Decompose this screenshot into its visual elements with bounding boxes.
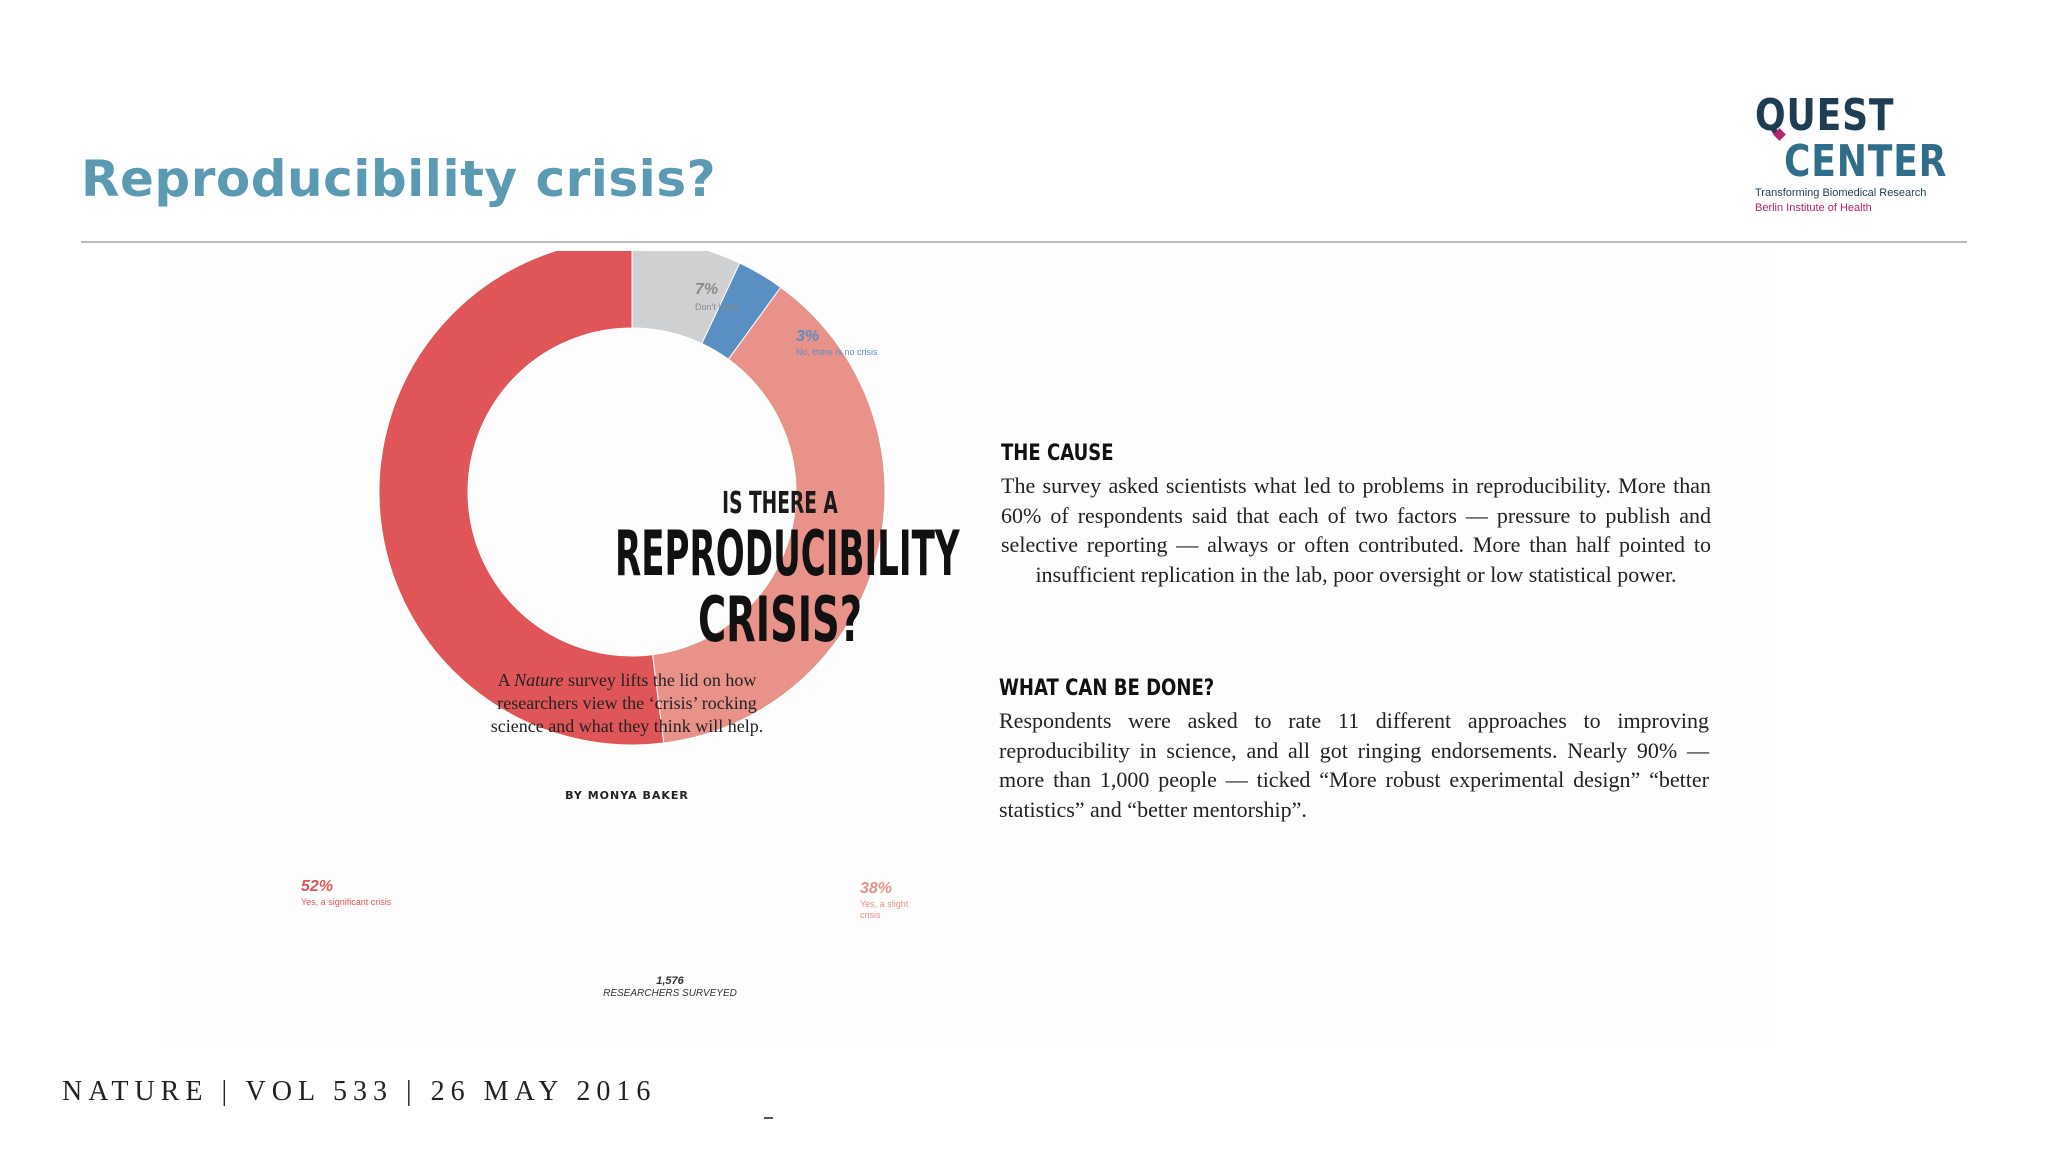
donut-slice-slight-crisis (651, 286, 886, 744)
remedy-body: Respondents were asked to rate 11 differ… (999, 708, 1709, 822)
headline-kicker: IS THERE A (722, 486, 838, 521)
journal-citation: NATURE | VOL 533 | 26 MAY 2016 (62, 1076, 657, 1107)
footer-mark (764, 1117, 773, 1119)
slice-label-pct-slight: 38% (860, 880, 893, 897)
slice-label-pct-no-crisis: 3% (796, 328, 820, 345)
slice-label-no-crisis: No, there is no crisis (796, 347, 878, 357)
survey-donut-chart (378, 251, 886, 746)
logo-tagline: Transforming Biomedical Research (1755, 187, 1927, 199)
respondent-count: 1,576 (656, 975, 684, 987)
slide-title: Reproducibility crisis? (81, 150, 717, 208)
slice-label-pct-significant: 52% (301, 878, 334, 895)
slice-label-pct-dont-know: 7% (695, 281, 719, 298)
logo-institute: Berlin Institute of Health (1755, 202, 1872, 214)
headline-line-1: REPRODUCIBILITY (615, 517, 960, 590)
remedy-heading: WHAT CAN BE DONE? (999, 676, 1215, 701)
title-divider (81, 241, 1967, 243)
cause-body: The survey asked scientists what led to … (1001, 473, 1711, 587)
article-dek: A Nature survey lifts the lid on how res… (490, 670, 764, 736)
quest-center-logo: QUEST CENTER Transforming Biomedical Res… (1750, 88, 1980, 223)
magazine-page: IS THERE A REPRODUCIBILITY CRISIS? A Nat… (160, 251, 1770, 1046)
donut-slice-significant-crisis (378, 251, 665, 746)
journal-name: Nature (514, 670, 564, 690)
slice-label-significant: Yes, a significant crisis (301, 897, 392, 907)
cause-heading: THE CAUSE (1001, 441, 1114, 466)
slice-label-slight: Yes, a slight crisis (860, 899, 909, 920)
headline-line-2: CRISIS? (697, 583, 863, 656)
byline: BY MONYA BAKER (565, 789, 689, 802)
respondent-count-label: RESEARCHERS SURVEYED (603, 988, 737, 999)
slice-label-dont-know: Don't know (695, 302, 740, 312)
logo-center-text: CENTER (1784, 136, 1948, 187)
